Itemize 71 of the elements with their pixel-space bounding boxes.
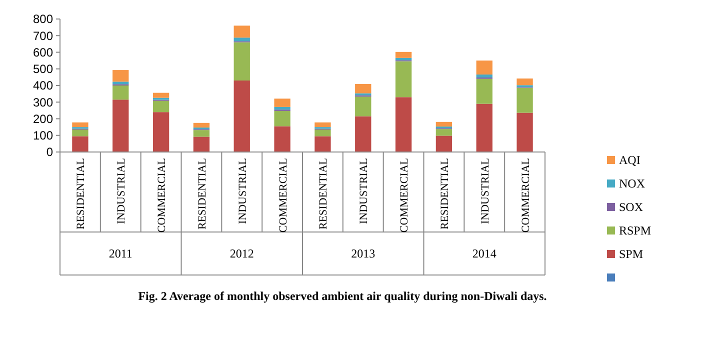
x-tick-label: RESIDENTIAL [438, 158, 451, 230]
bar [516, 112, 533, 152]
bar [72, 122, 88, 128]
bar [112, 86, 129, 100]
x-tick-label: INDUSTRIAL [236, 158, 249, 224]
y-tick-label: 400 [32, 78, 54, 93]
legend-label: SPM [619, 247, 644, 262]
legend-label: AQI [619, 153, 640, 168]
bar [193, 122, 210, 128]
text: 2014 [472, 246, 496, 261]
legend-label: SOX [619, 200, 644, 214]
bar [152, 112, 170, 152]
bar [476, 74, 492, 78]
y-tick-label: 100 [32, 128, 54, 143]
legend-label: RSPM [619, 224, 652, 238]
bar [436, 122, 452, 127]
bar [516, 78, 533, 86]
bar [476, 60, 492, 75]
y-tick-label: 600 [32, 45, 54, 60]
bar [274, 106, 290, 110]
bar [436, 136, 452, 152]
bar [395, 97, 412, 152]
bar [112, 100, 129, 152]
x-tick-label: COMMERCIAL [277, 158, 290, 233]
bar [516, 88, 533, 113]
bar [355, 84, 372, 94]
bar [395, 61, 412, 98]
text: 2012 [230, 246, 254, 261]
x-tick-label: INDUSTRIAL [479, 158, 492, 224]
y-tick-label: 300 [32, 95, 54, 110]
y-tick-label: 200 [32, 112, 54, 126]
y-tick-label: 800 [32, 12, 54, 26]
x-tick-label: INDUSTRIAL [358, 158, 370, 224]
bar [152, 100, 170, 112]
bar [193, 130, 210, 137]
bar [234, 26, 250, 38]
bar [274, 126, 290, 152]
bar [72, 130, 88, 136]
bar [112, 82, 129, 84]
bar [436, 129, 452, 136]
bar [72, 136, 88, 152]
bar [314, 130, 331, 136]
bar [314, 122, 331, 128]
text: 2011 [108, 246, 132, 261]
bar [355, 96, 372, 116]
bar [476, 78, 492, 104]
legend-label: NOX [619, 176, 646, 191]
text: 2013 [351, 246, 376, 261]
y-tick-label: 500 [32, 62, 54, 76]
text: Fig. 2 Average of monthly observed ambient air quality during non-Diwali days. [138, 289, 547, 303]
bar [234, 38, 250, 42]
x-tick-label: COMMERCIAL [520, 158, 532, 233]
bar [476, 104, 492, 152]
x-tick-label: RESIDENTIAL [318, 158, 330, 230]
bar [274, 98, 290, 107]
bar [355, 116, 372, 152]
bar [193, 136, 210, 152]
bar [274, 110, 290, 126]
x-tick-label: COMMERCIAL [398, 158, 411, 233]
bar [314, 136, 331, 152]
bar [112, 70, 129, 82]
y-tick-label: 700 [32, 28, 54, 43]
x-tick-label: INDUSTRIAL [116, 158, 128, 224]
y-tick-label: 0 [46, 145, 54, 160]
bar [395, 52, 412, 58]
x-tick-label: RESIDENTIAL [196, 158, 208, 230]
x-tick-label: COMMERCIAL [156, 158, 168, 233]
bar [234, 42, 250, 81]
x-tick-label: RESIDENTIAL [75, 158, 88, 230]
bar [152, 92, 170, 98]
bar [234, 80, 250, 152]
